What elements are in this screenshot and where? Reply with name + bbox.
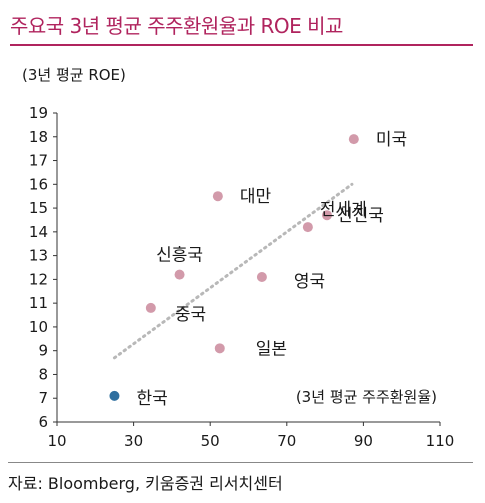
y-tick-label: 18 [29, 128, 48, 146]
point-label-developed: 선진국 [337, 206, 384, 226]
y-tick-label: 6 [38, 413, 48, 431]
y-tick-label: 17 [29, 152, 48, 170]
x-tick-label: 10 [47, 432, 66, 450]
x-tick-label: 50 [201, 432, 220, 450]
point-emerging [174, 269, 185, 280]
trend-line [112, 182, 354, 360]
y-tick-label: 15 [29, 199, 48, 217]
point-label-taiwan: 대만 [240, 187, 272, 207]
point-usa [348, 134, 359, 145]
y-tick-label: 10 [29, 318, 48, 336]
chart-title: 주요국 3년 평균 주주환원율과 ROE 비교 [10, 14, 343, 38]
point-label-china: 중국 [175, 305, 206, 325]
y-tick-label: 9 [38, 342, 48, 360]
y-tick-label: 8 [38, 365, 48, 383]
y-tick-label: 19 [29, 104, 48, 122]
y-axis-title: (3년 평균 ROE) [22, 66, 126, 84]
x-tick-label: 30 [124, 432, 143, 450]
point-japan [214, 343, 225, 354]
point-label-emerging: 신흥국 [156, 246, 203, 266]
point-label-uk: 영국 [294, 272, 325, 292]
title-underline [10, 44, 473, 46]
y-tick-label: 16 [29, 175, 48, 193]
point-world [302, 222, 313, 233]
point-uk [256, 272, 267, 283]
x-tick-label: 90 [354, 432, 373, 450]
y-tick-label: 13 [29, 247, 48, 265]
point-label-usa: 미국 [376, 130, 407, 150]
source-divider [8, 462, 473, 463]
y-tick-label: 7 [38, 389, 48, 407]
point-label-japan: 일본 [256, 339, 287, 359]
point-label-korea: 한국 [136, 389, 167, 409]
point-developed [322, 210, 333, 221]
point-label-world: 전세계 [320, 200, 367, 220]
x-tick-label: 110 [426, 432, 455, 450]
source-note: 자료: Bloomberg, 키움증권 리서치센터 [8, 474, 283, 493]
x-axis-title: (3년 평균 주주환원율) [296, 388, 437, 406]
x-tick-label: 70 [277, 432, 296, 450]
point-taiwan [212, 191, 223, 202]
point-korea [109, 390, 120, 401]
y-tick-label: 12 [29, 270, 48, 288]
y-tick-label: 14 [29, 223, 48, 241]
y-tick-label: 11 [29, 294, 48, 312]
point-china [145, 302, 156, 313]
